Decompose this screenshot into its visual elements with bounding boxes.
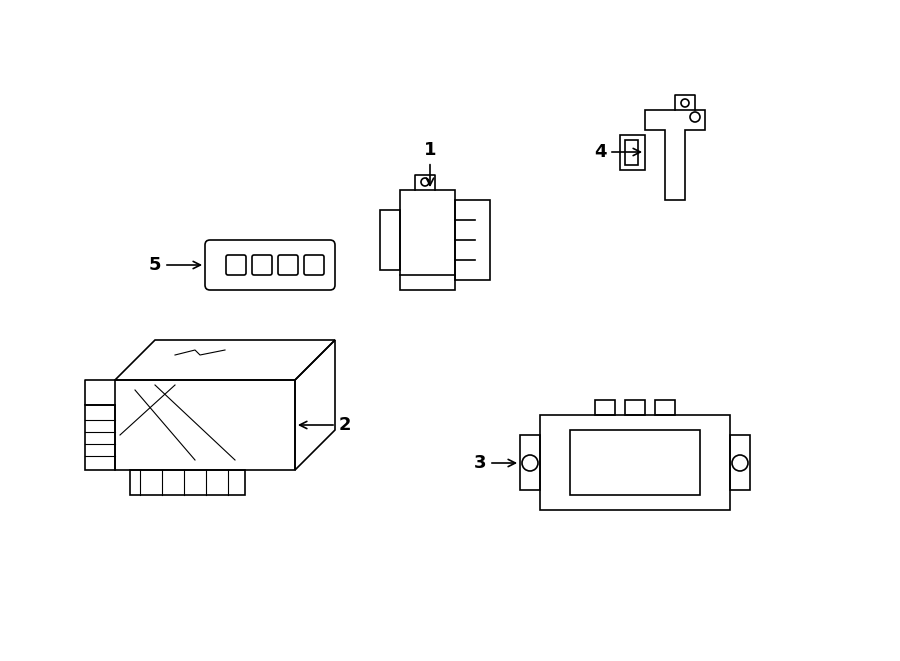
Text: 4: 4 <box>594 143 641 161</box>
Text: 2: 2 <box>300 416 351 434</box>
Text: 3: 3 <box>473 454 516 472</box>
Text: 1: 1 <box>424 141 436 185</box>
Text: 5: 5 <box>148 256 201 274</box>
